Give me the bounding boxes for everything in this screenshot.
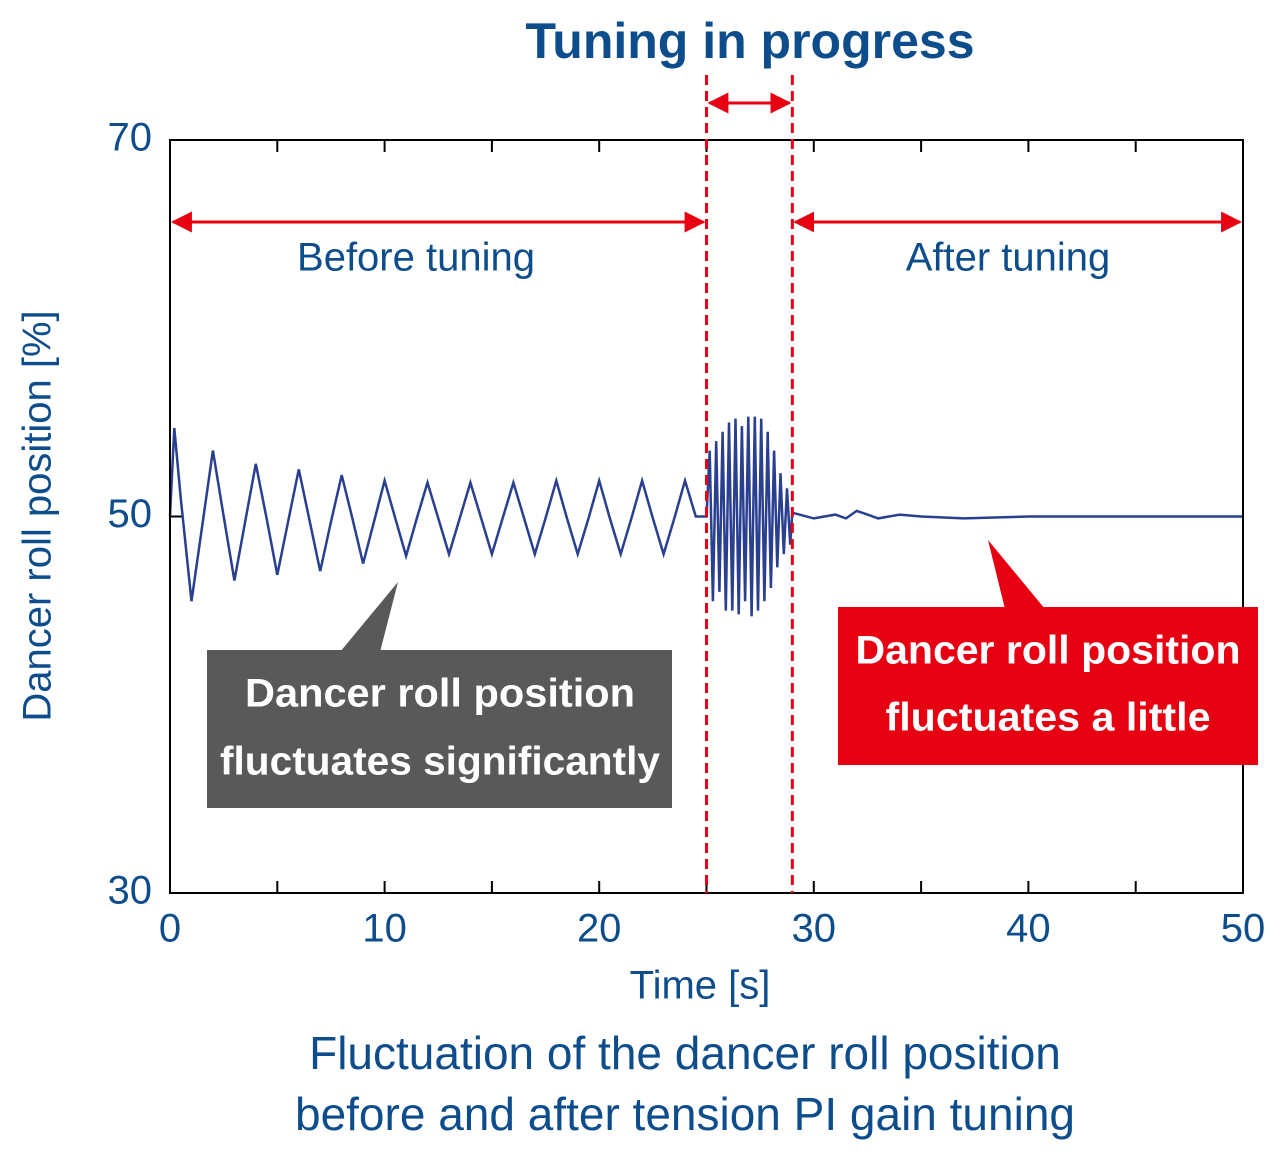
callout-text: fluctuates a little [886, 696, 1211, 740]
x-tick-label: 30 [792, 907, 837, 951]
callout-text: Dancer roll position [856, 629, 1241, 673]
data-line [168, 416, 1243, 617]
y-axis-label: Dancer roll position [%] [16, 310, 60, 721]
y-tick-label: 30 [108, 869, 153, 913]
x-tick-label: 20 [577, 907, 622, 951]
callout-pointer [340, 582, 398, 652]
callout-text: fluctuates significantly [220, 740, 661, 784]
x-tick-label: 0 [159, 907, 181, 951]
callouts: Dancer roll position fluctuates signific… [207, 540, 1258, 808]
annotation: Before tuning [297, 236, 535, 280]
callout-text: Dancer roll position [245, 672, 635, 716]
callout-pointer [988, 540, 1045, 609]
y-tick-label: 70 [108, 116, 153, 160]
x-tick-label: 50 [1221, 907, 1266, 951]
x-tick-label: 10 [362, 907, 407, 951]
chart-title: Tuning in progress [525, 13, 974, 69]
caption: before and after tension PI gain tuning [295, 1088, 1075, 1140]
callout-box [207, 650, 672, 808]
y-tick-label: 50 [108, 492, 153, 536]
x-axis-label: Time [s] [630, 964, 771, 1008]
callout-box [838, 607, 1258, 765]
annotation: After tuning [906, 236, 1111, 280]
caption: Fluctuation of the dancer roll position [309, 1027, 1061, 1079]
x-tick-label: 40 [1006, 907, 1051, 951]
